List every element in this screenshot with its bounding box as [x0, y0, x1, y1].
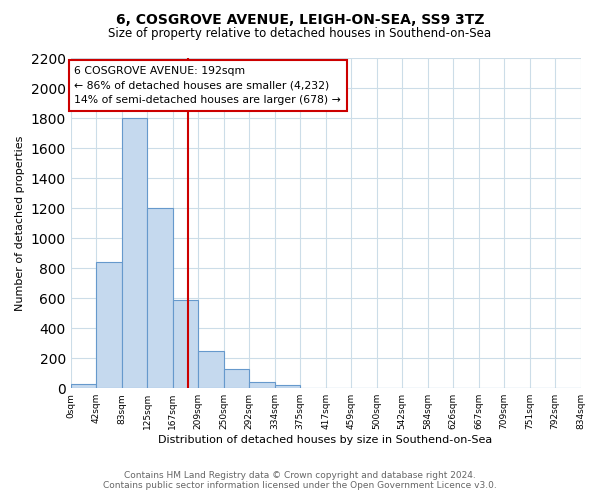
Bar	[224, 370, 249, 388]
Bar	[96, 262, 122, 388]
Bar	[198, 350, 224, 388]
Bar	[122, 118, 147, 388]
Bar	[71, 384, 96, 388]
Bar	[147, 208, 173, 388]
X-axis label: Distribution of detached houses by size in Southend-on-Sea: Distribution of detached houses by size …	[158, 435, 493, 445]
Text: 6 COSGROVE AVENUE: 192sqm
← 86% of detached houses are smaller (4,232)
14% of se: 6 COSGROVE AVENUE: 192sqm ← 86% of detac…	[74, 66, 341, 105]
Bar	[249, 382, 275, 388]
Y-axis label: Number of detached properties: Number of detached properties	[15, 136, 25, 311]
Text: Contains HM Land Registry data © Crown copyright and database right 2024.
Contai: Contains HM Land Registry data © Crown c…	[103, 470, 497, 490]
Text: 6, COSGROVE AVENUE, LEIGH-ON-SEA, SS9 3TZ: 6, COSGROVE AVENUE, LEIGH-ON-SEA, SS9 3T…	[116, 12, 484, 26]
Text: Size of property relative to detached houses in Southend-on-Sea: Size of property relative to detached ho…	[109, 28, 491, 40]
Bar	[275, 385, 300, 388]
Bar	[173, 300, 198, 388]
